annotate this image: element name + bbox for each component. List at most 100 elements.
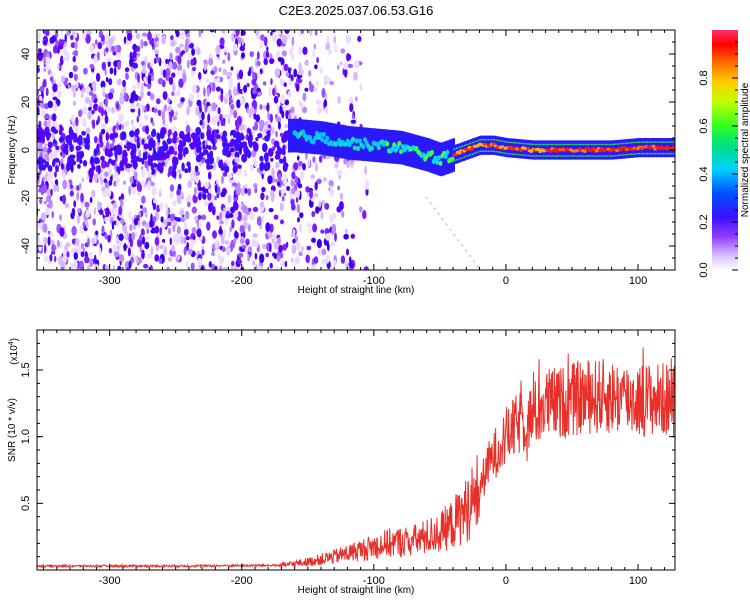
spectrogram-speckle: [132, 62, 138, 69]
spectrogram-ridge-edge: [643, 141, 646, 143]
spectrogram-speckle: [295, 83, 300, 92]
spectrogram-speckle: [216, 215, 220, 220]
spectrogram-speckle: [339, 61, 343, 66]
spectrogram-band: [91, 164, 96, 172]
spectrogram-speckle: [50, 72, 54, 77]
spectrogram-speckle: [255, 264, 258, 270]
spectrogram-speckle: [229, 98, 233, 104]
spectrogram-speckle: [294, 175, 298, 183]
spectrogram-speckle: [150, 76, 155, 81]
spectrogram-speckle: [98, 247, 102, 257]
spectrogram-ridge-edge: [648, 141, 651, 143]
spectrogram-speckle: [46, 147, 52, 154]
spectrogram-band: [222, 137, 228, 147]
spectrogram-speckle: [139, 123, 143, 128]
spectrogram-speckle: [79, 182, 82, 190]
spectrogram-speckle: [299, 212, 304, 219]
spectrogram-ridge-edge: [466, 143, 469, 146]
spectrogram-speckle: [145, 125, 150, 135]
spectrogram-speckle: [325, 42, 331, 51]
spectrogram-speckle: [69, 263, 75, 270]
spectrogram-ridge-core: [399, 149, 403, 155]
spectrogram-speckle: [273, 241, 279, 250]
spectrogram-speckle: [252, 206, 259, 213]
spectrogram-speckle: [230, 103, 235, 110]
spectrogram-band: [143, 143, 149, 150]
spectrogram-band: [150, 130, 157, 138]
spectrogram-speckle: [306, 245, 312, 251]
spectrogram-speckle: [329, 80, 334, 86]
spectrogram-speckle: [228, 231, 231, 238]
spectrogram-speckle: [83, 67, 88, 75]
spectrogram-speckle: [261, 243, 268, 250]
spectrogram-speckle: [197, 214, 202, 220]
spectrogram-speckle: [320, 211, 324, 220]
spectrogram-ridge-edge: [669, 141, 672, 143]
spectrogram-speckle: [175, 30, 180, 38]
spectrogram-speckle: [277, 181, 281, 187]
spectrogram-speckle: [72, 65, 78, 72]
spectrogram-speckle: [119, 254, 125, 263]
spectrogram-speckle: [223, 47, 228, 53]
spectrogram-speckle: [290, 233, 296, 238]
spectrogram-speckle: [93, 136, 98, 144]
spectrogram-speckle: [108, 78, 113, 86]
spectrogram-speckle: [112, 264, 115, 270]
spectrogram-band: [218, 159, 222, 169]
spectrogram-speckle: [209, 30, 215, 33]
spectrogram-speckle: [89, 197, 93, 203]
spectrogram-speckle: [224, 240, 230, 245]
spectrogram-speckle: [180, 216, 186, 223]
spectrogram-speckle: [333, 35, 337, 44]
spectrogram-ridge-envelope: [430, 139, 434, 173]
spectrogram-speckle: [182, 73, 187, 84]
spectrogram-speckle: [247, 253, 250, 262]
spectrogram-speckle: [197, 186, 203, 192]
spectrogram-band: [121, 155, 128, 165]
spectrogram-band: [100, 155, 105, 161]
spectrogram-speckle: [108, 248, 113, 254]
spectrogram-speckle: [294, 256, 300, 265]
spectrogram-band: [53, 157, 60, 163]
spectrogram-band: [58, 130, 63, 136]
spectrogram-speckle: [257, 91, 262, 96]
spectrogram-speckle: [56, 239, 61, 248]
spectrogram-band: [212, 139, 216, 148]
spectrogram-speckle: [84, 96, 91, 104]
spectrogram-speckle: [214, 239, 219, 249]
spectrogram-speckle: [309, 189, 313, 199]
spectrogram-speckle: [201, 249, 205, 256]
spectrogram-speckle: [217, 186, 221, 195]
spectrogram-speckle: [225, 214, 231, 219]
spectrogram-speckle: [292, 238, 296, 244]
spectrogram-speckle: [294, 189, 300, 198]
spectrogram-speckle: [107, 92, 114, 100]
spectrogram-ridge-edge: [508, 141, 511, 143]
spectrogram-speckle: [104, 114, 109, 124]
spectrogram-speckle: [296, 155, 300, 161]
spectrogram-speckle: [243, 84, 248, 93]
spectrogram-speckle: [237, 82, 241, 92]
spectrogram-speckle: [82, 105, 88, 115]
spectrogram-speckle: [70, 212, 75, 220]
spectrogram-speckle: [219, 220, 224, 225]
spectrogram-speckle: [269, 223, 274, 233]
spectrogram-speckle: [298, 62, 302, 71]
spectrogram-speckle: [80, 251, 85, 258]
spectrogram-speckle: [339, 192, 344, 201]
spectrogram-speckle: [250, 150, 257, 158]
spectrogram-speckle: [190, 238, 194, 249]
spectrogram-ridge-edge: [553, 143, 556, 146]
spectrogram-speckle: [234, 211, 239, 219]
spectrogram-speckle: [82, 221, 86, 227]
spectrogram-speckle: [252, 233, 258, 238]
spectrogram-speckle: [364, 165, 368, 175]
spectrogram-speckle: [274, 68, 281, 78]
spectrogram-speckle: [220, 93, 224, 103]
spectrogram-speckle: [267, 175, 273, 185]
spectrogram-speckle: [359, 206, 363, 213]
spectrogram-ridge-edge: [590, 143, 593, 146]
spectrogram-speckle: [99, 209, 104, 216]
spectrogram-speckle: [219, 211, 223, 221]
spectrogram-speckle: [104, 232, 108, 240]
